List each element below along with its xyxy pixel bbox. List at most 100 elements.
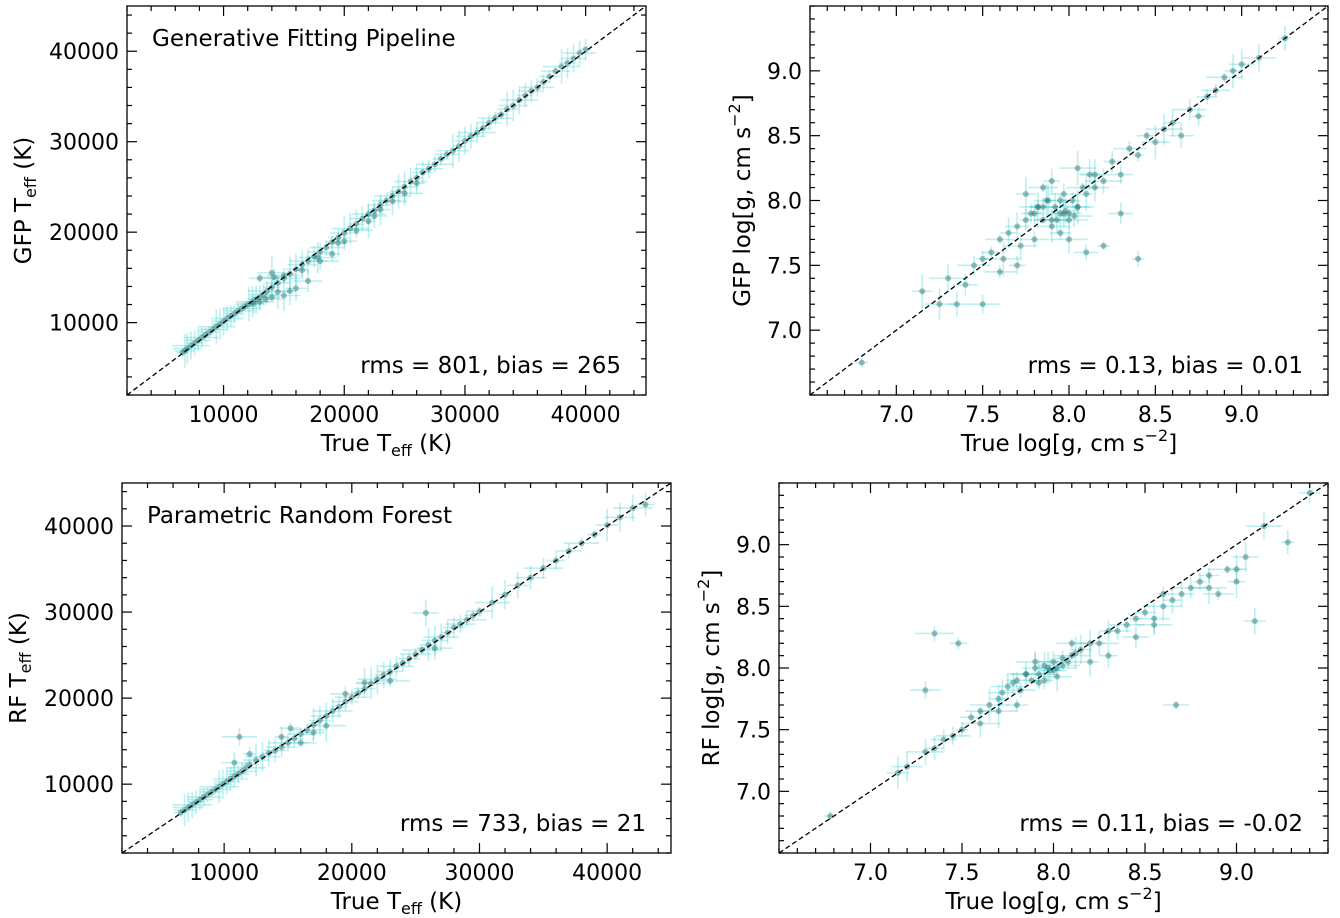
axis-ticks: 10000 20000 30000 40000 10000 20000 30000 40000 [44,483,671,886]
data-point [1014,223,1021,230]
data-point [185,804,192,811]
data-point [259,753,266,760]
data-point [1284,539,1291,546]
data-point [297,739,304,746]
data-point [999,689,1006,696]
x-axis-label: True Teff (K) [330,889,462,918]
data-point [1054,665,1061,671]
data-point [476,608,483,615]
data-point [193,799,200,806]
data-point [323,244,330,251]
data-point [371,212,378,219]
x-tick-label: 7.0 [879,403,914,428]
data-point [335,240,342,247]
y-tick-label: 8.5 [767,125,802,150]
panel-rf-logg: 7.0 7.5 8.0 8.5 9.0 7.0 7.5 8.0 8.5 9.0 rms = 0.1… [694,482,1329,915]
data-point [314,254,321,261]
data-point [187,342,194,349]
panel-title: Generative Fitting Pipeline [152,26,456,52]
data-point [986,702,993,708]
stats-annotation: rms = 0.13, bias = 0.01 [1028,353,1303,379]
data-point [280,272,287,279]
data-point [1045,665,1052,671]
data-point [1083,249,1090,256]
y-axis-label: GFP log[g, cm s−2] [725,94,756,306]
data-point [1017,242,1024,249]
data-point [224,315,231,322]
data-point [1066,216,1072,223]
panel-gfp-teff: 10000 20000 30000 40000 10000 20000 30000 40000… [11,5,647,460]
y-tick-label: 7.0 [736,780,771,805]
data-point [1043,197,1050,204]
plot-frame [126,5,647,396]
y-tick-label: 30000 [44,601,114,626]
one-to-one-line [121,482,672,854]
data-point [604,522,611,529]
data-point [377,206,384,213]
panel-gfp-logg: 7.0 7.5 8.0 8.5 9.0 7.0 7.5 8.0 8.5 9.0 rms = 0.1… [725,5,1329,457]
data-point [977,720,984,727]
x-tick-label: 8.5 [1138,403,1173,428]
data-point [962,281,969,288]
data-point [1238,61,1245,68]
data-point [1074,165,1081,172]
data-point [268,269,275,276]
data-point [1087,658,1094,665]
data-point [1151,615,1158,622]
data-point [995,695,1002,702]
x-tick-label: 7.5 [945,861,980,886]
x-tick-label: 20000 [309,403,379,428]
data-point [1004,683,1011,690]
data-point [374,676,381,683]
data-point [1132,634,1139,641]
data-point [443,151,450,158]
data-point [1233,566,1240,573]
data-point [268,294,275,301]
data-point [1022,191,1029,198]
data-point [1074,203,1081,210]
data-point [1152,139,1159,146]
x-axis-label: True log[g, cm s−2] [944,884,1161,915]
data-point [202,331,209,338]
data-point [1233,578,1240,585]
data-point [262,296,269,303]
data-point [253,296,260,303]
data-point [413,180,420,187]
data-point [236,733,243,740]
data-point [1173,702,1180,708]
data-point [387,677,394,684]
data-point [323,722,330,729]
data-point [1048,216,1055,223]
data-point [191,339,198,346]
data-point [1068,640,1075,647]
data-point [955,640,962,647]
data-point [1079,184,1086,191]
data-point [1032,658,1039,665]
data-point [1242,554,1249,560]
data-point [342,690,349,697]
data-point [1109,158,1116,165]
data-point [184,345,191,352]
data-point [317,258,324,265]
data-point [1206,584,1213,591]
data-point [1151,621,1158,628]
data-point [995,708,1002,715]
one-to-one-line [809,5,1329,396]
panel-rf-teff: 10000 20000 30000 40000 10000 20000 30000 40000… [6,482,672,918]
y-tick-label: 8.5 [736,595,771,620]
data-point [1091,184,1098,191]
data-point [1086,171,1093,178]
data-point [1105,652,1112,659]
data-point [1052,203,1059,210]
data-point [582,46,589,53]
y-tick-label: 20000 [49,221,119,246]
data-point [1023,671,1030,678]
data-point [1041,677,1048,684]
y-axis-label: GFP Teff (K) [11,137,40,265]
x-tick-label: 9.0 [1219,861,1254,886]
data-point [341,238,348,245]
data-point [1022,216,1029,223]
data-point [979,255,986,262]
axis-ticks: 7.0 7.5 8.0 8.5 9.0 7.0 7.5 8.0 8.5 9.0 [736,482,1329,886]
